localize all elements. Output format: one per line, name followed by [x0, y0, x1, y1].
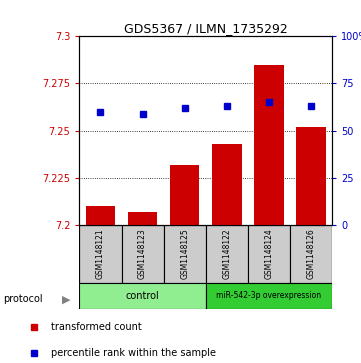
Bar [79, 225, 122, 283]
Title: GDS5367 / ILMN_1735292: GDS5367 / ILMN_1735292 [124, 22, 288, 35]
Text: miR-542-3p overexpression: miR-542-3p overexpression [216, 291, 322, 300]
Bar [254, 65, 284, 225]
Text: GSM1148124: GSM1148124 [265, 229, 273, 280]
Bar [170, 165, 199, 225]
Text: GSM1148121: GSM1148121 [96, 229, 105, 280]
Bar [248, 225, 290, 283]
Text: percentile rank within the sample: percentile rank within the sample [51, 348, 216, 358]
Text: GSM1148123: GSM1148123 [138, 229, 147, 280]
Text: GSM1148125: GSM1148125 [180, 229, 189, 280]
Text: transformed count: transformed count [51, 322, 141, 333]
Bar [290, 225, 332, 283]
Bar [212, 144, 242, 225]
Bar [122, 225, 164, 283]
Text: GSM1148122: GSM1148122 [222, 229, 231, 280]
Text: ▶: ▶ [62, 294, 70, 305]
Bar [296, 127, 326, 225]
Bar [206, 283, 332, 309]
Text: GSM1148126: GSM1148126 [306, 229, 316, 280]
Text: protocol: protocol [4, 294, 43, 305]
Bar [86, 206, 115, 225]
Bar [128, 212, 157, 225]
Bar [164, 225, 206, 283]
Bar [79, 283, 206, 309]
Bar [206, 225, 248, 283]
Text: control: control [126, 291, 160, 301]
